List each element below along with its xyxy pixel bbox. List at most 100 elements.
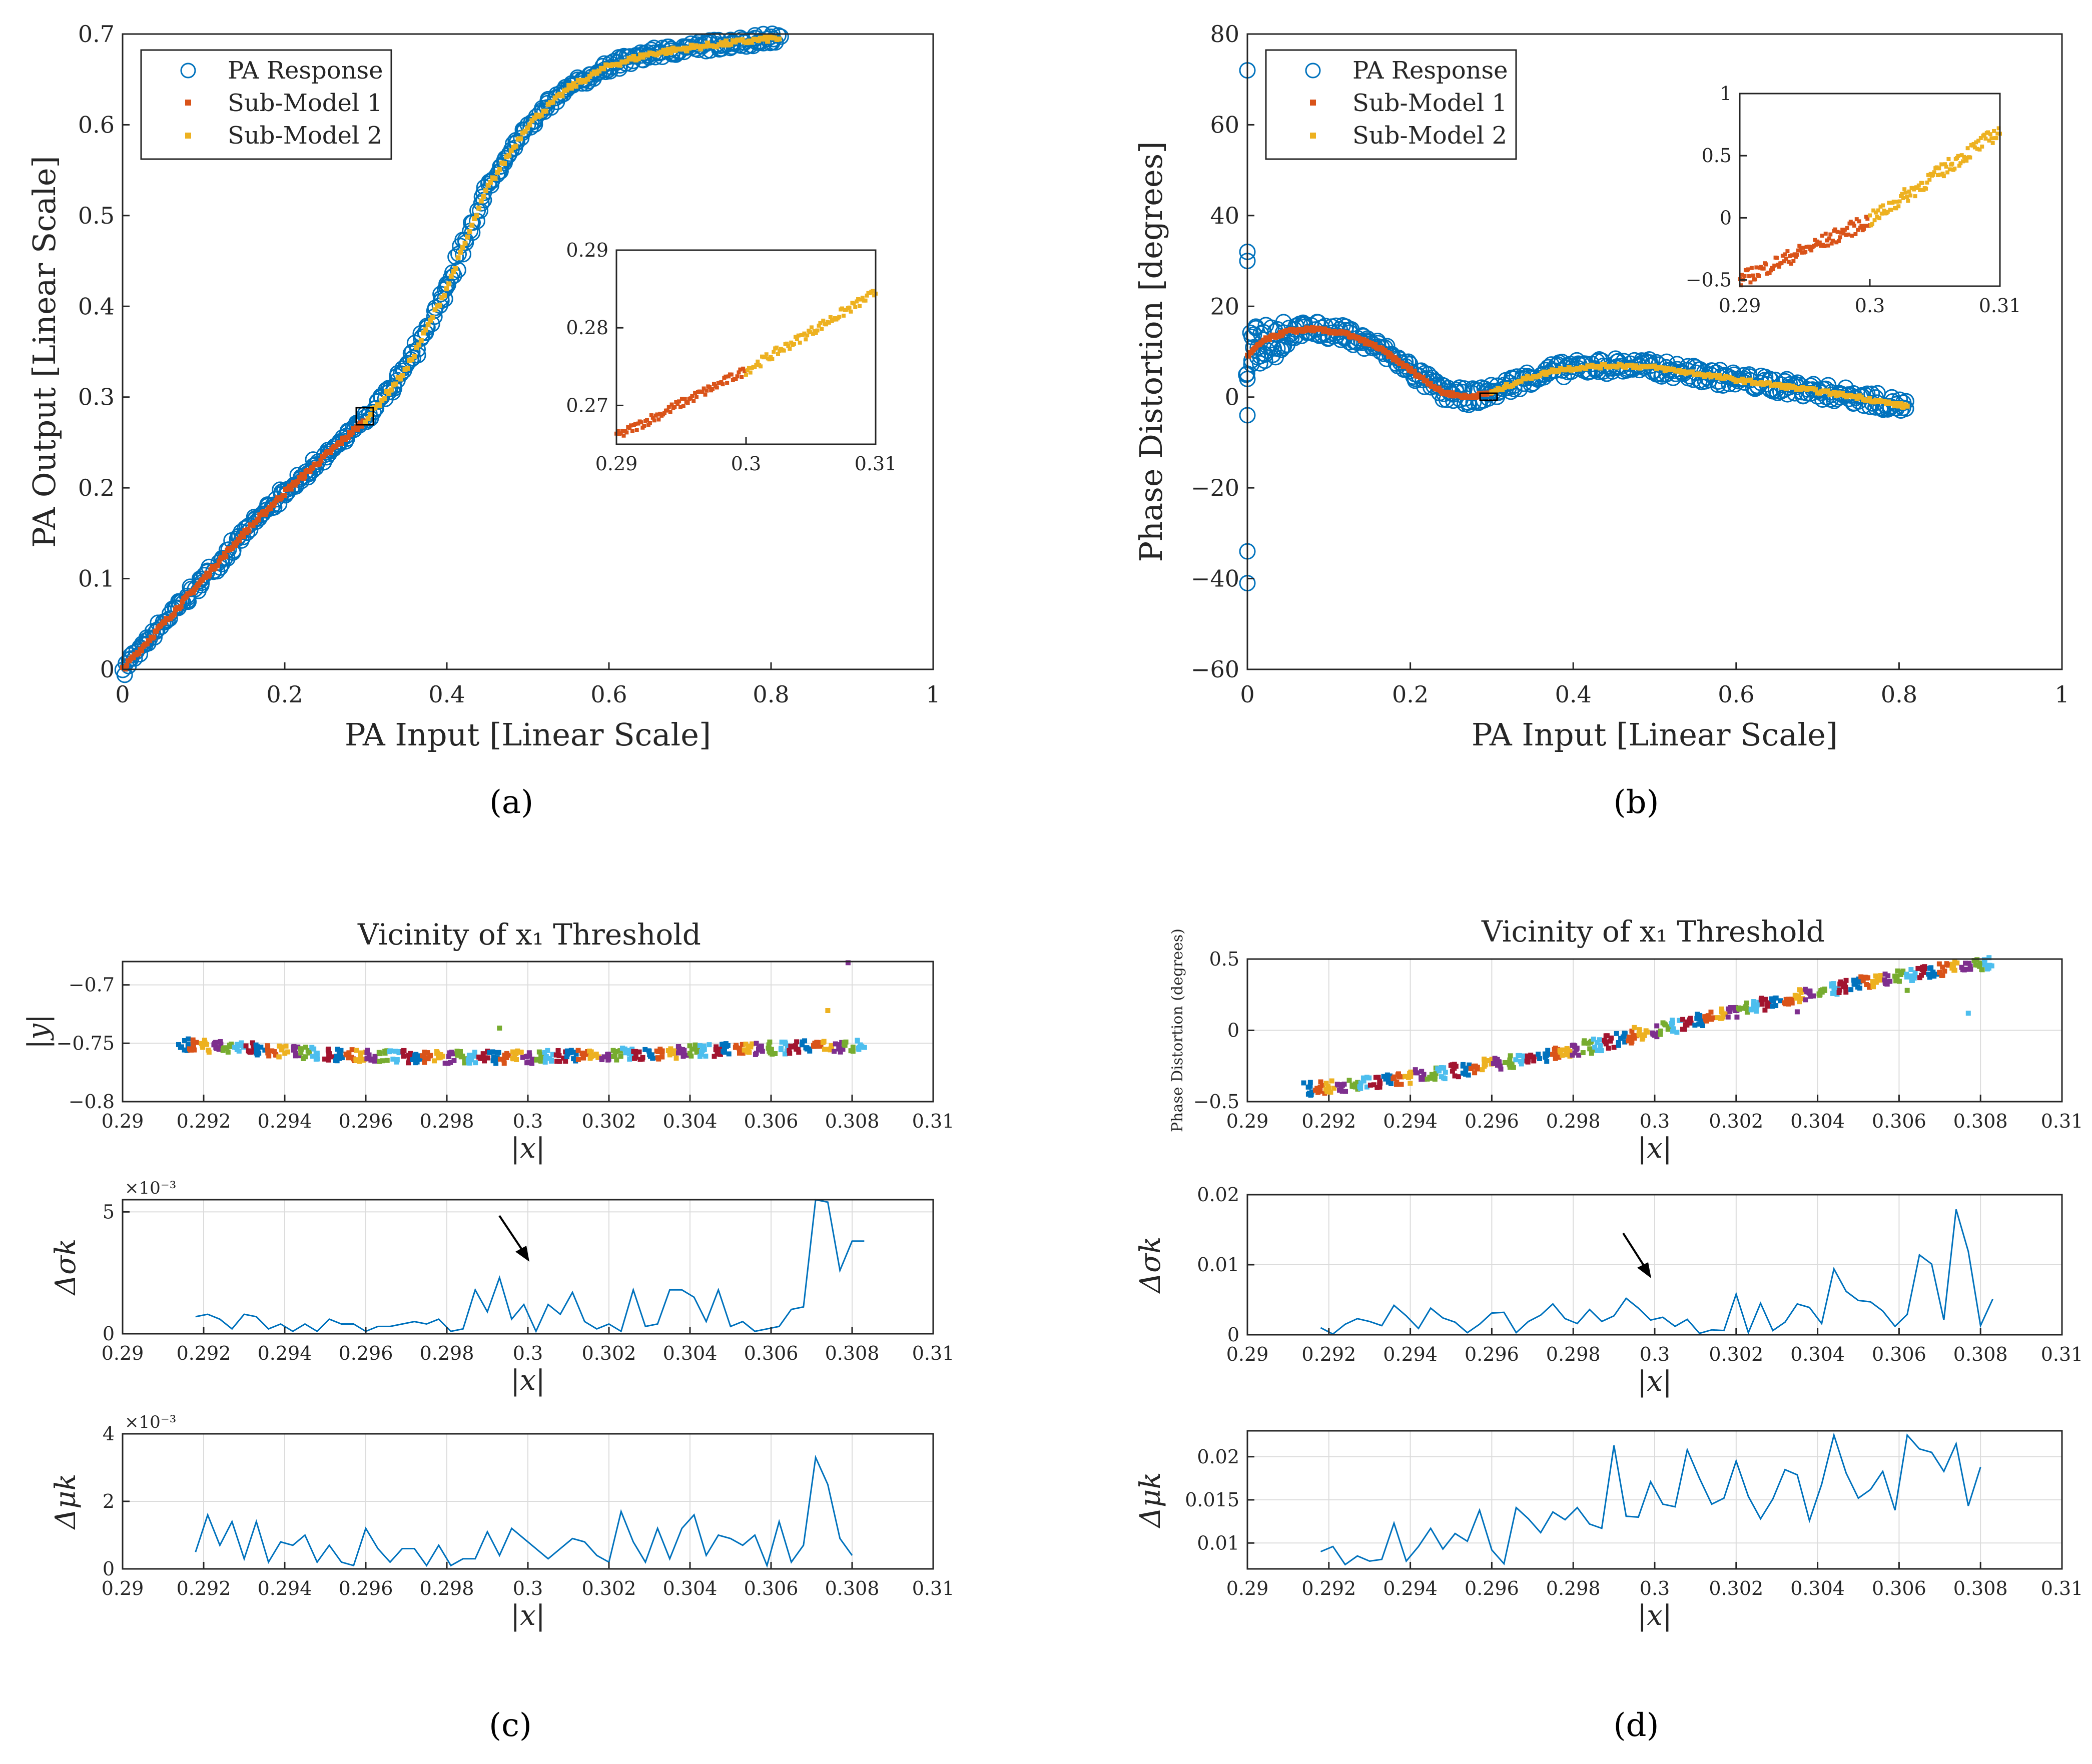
b-inset-sub-model-2-point — [1946, 157, 1951, 161]
d-phase-point — [1759, 1002, 1765, 1007]
a-sub-model-2-point — [411, 354, 417, 359]
c-y-point — [767, 1049, 772, 1054]
d-subplot-delta_mu: 0.29 0.292 0.294 0.296 0.298 0.3 0.302 0.304 0.3… — [1134, 1430, 2083, 1632]
c-y-point — [687, 1051, 692, 1056]
d-phase-point — [1603, 1033, 1609, 1039]
b-inset-sub-model-2-point — [1952, 166, 1957, 171]
d-phase-point — [1803, 997, 1808, 1003]
d-phase-point — [1977, 964, 1982, 969]
d-phase-point — [1595, 1048, 1600, 1053]
a-sub-model-1-point — [124, 663, 130, 668]
a-sub-model-1-point — [244, 530, 249, 535]
c-y-point — [372, 1059, 378, 1064]
a-sub-model-2-point — [488, 180, 493, 185]
c-y-point — [253, 1042, 259, 1048]
b-xlabel: PA Input [Linear Scale] — [1472, 716, 1838, 753]
a-inset-sub-model-2-point — [852, 301, 856, 306]
a-inset-sub-model-2-point — [747, 366, 751, 370]
a-axes-box — [122, 33, 934, 670]
c-y-point — [618, 1048, 623, 1054]
b-sub-model-1-point — [1420, 375, 1426, 380]
c-y-point — [485, 1055, 491, 1061]
d-phase-point — [1343, 1089, 1348, 1094]
d-phase-point — [1388, 1081, 1394, 1087]
d-phase-point — [1507, 1065, 1513, 1070]
c-y-point — [580, 1051, 586, 1056]
caption-c: (c) — [489, 1707, 532, 1744]
d-phase-point — [1528, 1053, 1534, 1058]
c-y-point — [372, 1054, 378, 1059]
b-inset-sub-model-2-point — [1904, 195, 1909, 199]
b-sub-model-2-point — [1831, 390, 1837, 395]
c-y-point — [692, 1042, 698, 1048]
a-inset-sub-model-1-point — [681, 404, 685, 408]
c-delta_mu-series-line — [195, 1454, 853, 1568]
d-phase-point — [1586, 1041, 1591, 1046]
b-inset-sub-model-2-point — [1902, 187, 1907, 192]
x-tick-label: 0.8 — [1881, 681, 1917, 708]
b-sub-model-2-point — [1813, 387, 1818, 393]
d-phase-point — [1565, 1047, 1571, 1053]
d-phase-point — [1507, 1057, 1513, 1063]
c-delta_sigma-axes-box — [122, 1199, 934, 1335]
c-y-point — [298, 1046, 303, 1052]
d-phase-point — [1314, 1088, 1320, 1093]
d-phase-point — [1789, 997, 1794, 1002]
a-sub-model-2-point — [763, 34, 768, 40]
d-phase-point — [1591, 1037, 1596, 1042]
a-sub-model-1-point — [310, 465, 316, 470]
d-phase-point — [1464, 1065, 1469, 1071]
c-y-point — [746, 1047, 751, 1052]
a-sub-model-1-point — [345, 435, 351, 440]
d-phase-point — [1871, 984, 1876, 990]
b-sub-model-2-point — [1556, 369, 1561, 374]
b-sub-model-2-point — [1858, 394, 1864, 400]
b-inset-sub-model-1-point — [1839, 230, 1843, 235]
x-tick-label: 0.3 — [513, 1342, 543, 1364]
d-phase-point — [1798, 990, 1804, 995]
x-tick-label: 0.2 — [266, 681, 303, 708]
a-inset-sub-model-1-point — [662, 411, 667, 416]
c-y-point — [425, 1050, 430, 1056]
a-sub-model-2-point — [518, 136, 523, 142]
d-phase-point — [1361, 1078, 1366, 1084]
b-inset-sub-model-1-point — [1790, 253, 1794, 258]
d-phase-point — [1495, 1063, 1500, 1068]
b-pa-response-point — [1273, 341, 1290, 358]
d-phase-point — [1507, 1061, 1512, 1067]
d-phase-point — [1820, 987, 1825, 993]
d-phase-point — [1817, 993, 1822, 998]
c-y-point — [406, 1057, 412, 1062]
a-sub-model-2-point — [566, 83, 572, 88]
a-pa-response-point — [352, 413, 369, 430]
c-y-point — [251, 1043, 256, 1048]
d-phase-point — [1351, 1084, 1357, 1090]
d-phase-point — [1843, 990, 1849, 995]
c-y-point — [543, 1056, 548, 1061]
c-y-point — [525, 1054, 530, 1059]
c-y-point — [675, 1044, 681, 1050]
c-y-point — [462, 1056, 467, 1062]
b-inset-sub-model-1-point — [1823, 232, 1828, 236]
a-sub-model-2-point — [601, 66, 606, 72]
d-phase-point — [1963, 961, 1968, 966]
c-y-point — [518, 1050, 523, 1055]
c-y-point — [561, 1055, 566, 1061]
d-phase-point — [1450, 1068, 1455, 1074]
x-tick-label: 0.302 — [1709, 1343, 1763, 1365]
b-inset-sub-model-1-point — [1841, 231, 1846, 236]
x-tick-label: 0.306 — [744, 1342, 799, 1364]
b-inset-sub-model-1-point — [1800, 250, 1804, 255]
x-tick-label: 0.308 — [1953, 1577, 2008, 1599]
c-y-point — [701, 1043, 707, 1049]
a-sub-model-2-point — [471, 216, 477, 222]
a-sub-model-2-point — [458, 250, 463, 255]
b-inset-sub-model-2-point — [1881, 203, 1885, 208]
b-inset-sub-model-2-point — [1978, 136, 1983, 140]
d-phase-point — [1590, 1048, 1595, 1053]
b-inset-sub-model-1-point — [1749, 266, 1754, 270]
x-tick-label: 0.29 — [1226, 1577, 1269, 1599]
c-y-point — [490, 1058, 496, 1064]
b-sub-model-2-point — [1777, 382, 1783, 387]
